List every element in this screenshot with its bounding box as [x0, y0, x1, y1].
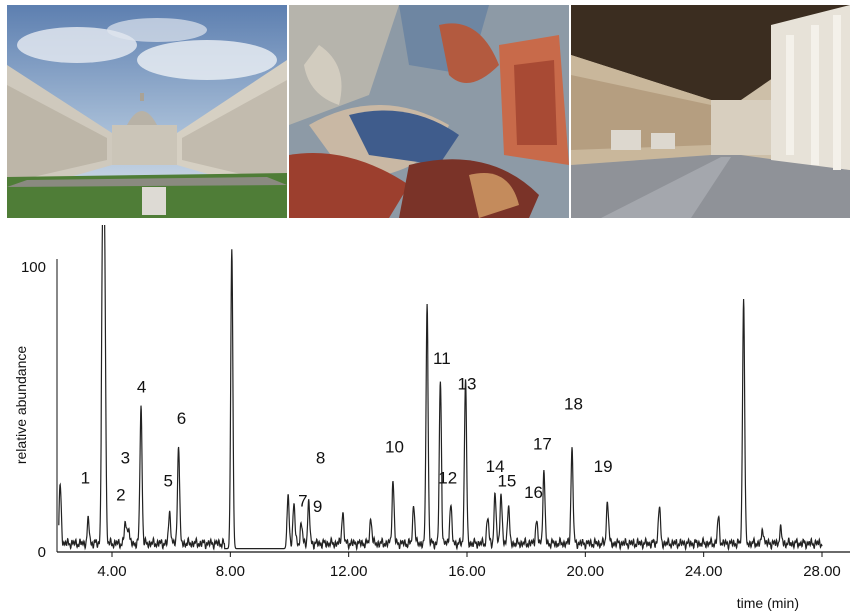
peak-label-13: 13: [458, 375, 477, 394]
peak-label-11: 11: [433, 349, 451, 368]
axes: [56, 259, 850, 553]
y-tick-label: 0: [38, 544, 46, 561]
y-tick-label: 100: [21, 259, 46, 276]
y-axis-title: relative abundance: [13, 346, 29, 465]
courtyard-photo: [7, 5, 287, 218]
fresco-photo: [289, 5, 569, 218]
peak-label-1: 1: [81, 469, 90, 488]
peak-label-9: 9: [313, 497, 322, 516]
peak-label-4: 4: [137, 377, 146, 396]
x-tick-label: 20.00: [567, 563, 605, 580]
x-tick-label: 12.00: [330, 563, 368, 580]
peak-label-12: 12: [438, 469, 457, 488]
peak-label-14: 14: [486, 457, 505, 476]
x-tick-label: 28.00: [803, 563, 841, 580]
x-tick-label: 24.00: [685, 563, 723, 580]
peak-label-10: 10: [385, 437, 404, 456]
peak-label-3: 3: [121, 449, 130, 468]
chromatogram-trace: [58, 225, 823, 552]
peak-label-2: 2: [116, 486, 125, 505]
peak-label-8: 8: [316, 449, 325, 468]
photo-strip: [7, 5, 850, 218]
peak-label-6: 6: [177, 409, 186, 428]
x-tick-label: 4.00: [97, 563, 126, 580]
peak-label-19: 19: [594, 457, 613, 476]
peak-label-15: 15: [497, 471, 516, 490]
x-axis-title: time (min): [737, 595, 799, 611]
peak-label-17: 17: [533, 434, 552, 453]
peak-label-18: 18: [564, 395, 583, 414]
x-tick-label: 8.00: [216, 563, 245, 580]
peak-label-7: 7: [298, 491, 307, 510]
corridor-photo: [571, 5, 850, 218]
peak-label-5: 5: [163, 471, 172, 490]
peak-label-16: 16: [524, 483, 543, 502]
x-tick-label: 16.00: [448, 563, 486, 580]
